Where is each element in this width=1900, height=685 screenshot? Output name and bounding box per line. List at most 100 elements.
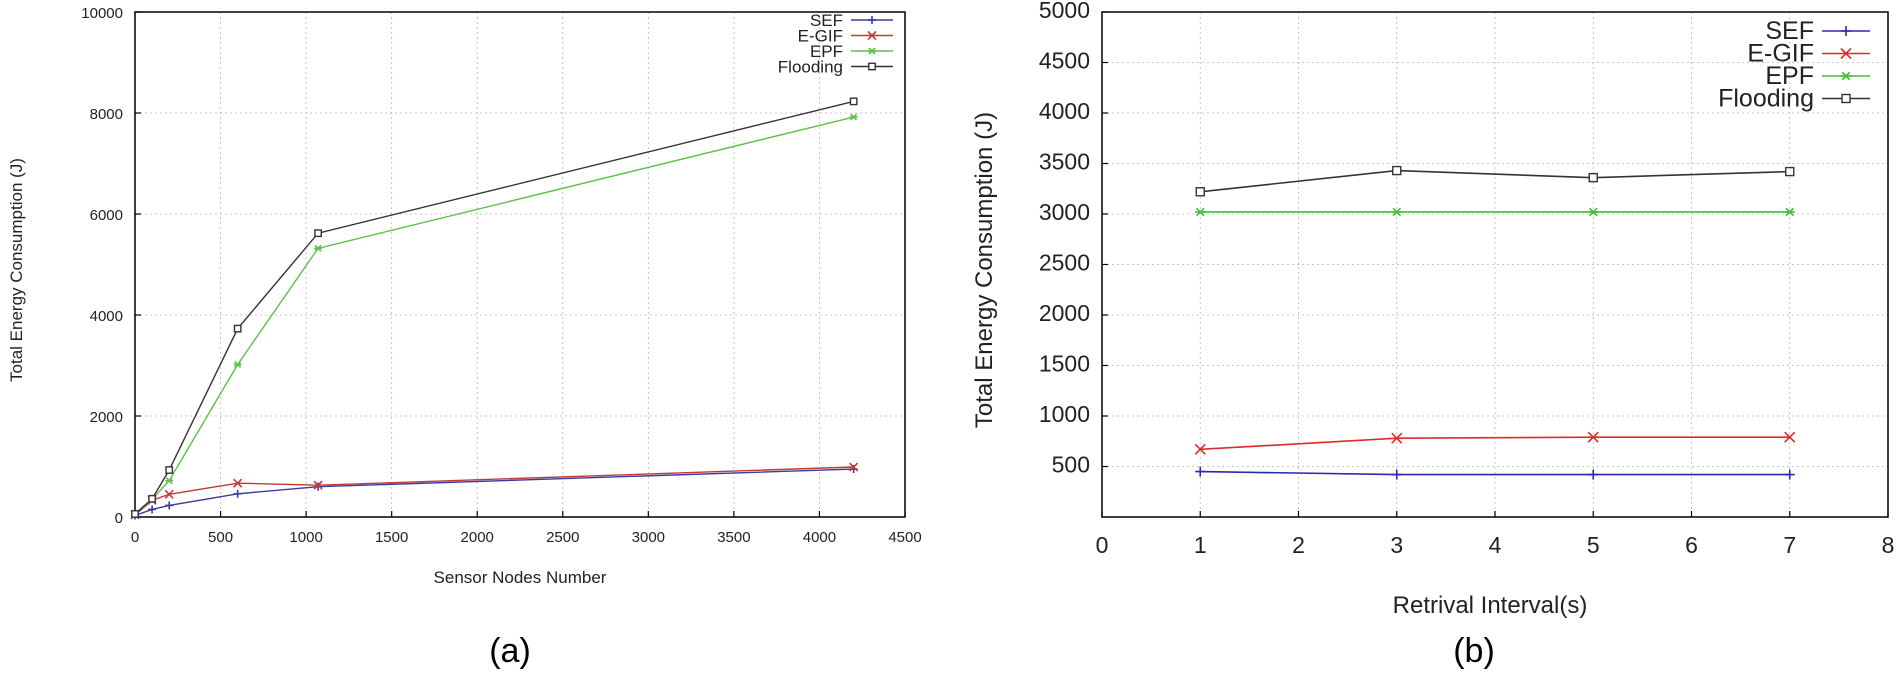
data-point-epf — [314, 244, 323, 252]
data-point-flooding — [849, 97, 858, 106]
data-point-sef — [1391, 469, 1402, 480]
data-point-flooding — [233, 324, 242, 333]
legend-item-flooding: Flooding — [1718, 85, 1870, 113]
series-line-sef — [134, 468, 854, 517]
data-point-epf — [1588, 207, 1599, 217]
y-tick-label: 6000 — [90, 207, 123, 224]
chart-a: 0 500 1000 1500 2000 2500 3000 3500 4000 4500 0 200… — [7, 5, 922, 670]
data-point-epf — [1195, 207, 1206, 217]
y-tick-label: 8000 — [90, 106, 123, 123]
data-point-epf — [849, 113, 858, 121]
x-tick-label: 1000 — [289, 529, 322, 546]
legend-item-sef: SEF — [810, 11, 893, 30]
data-point-epf — [233, 360, 242, 369]
legend-label: Flooding — [1718, 85, 1814, 113]
y-tick-label: 2000 — [1039, 300, 1090, 326]
legend-label: SEF — [1765, 17, 1814, 45]
data-point-flooding — [165, 466, 174, 474]
legend-marker — [868, 16, 876, 24]
data-point-e-gif — [1391, 432, 1403, 444]
data-point-sef — [1588, 469, 1599, 480]
x-tick-label: 2000 — [461, 529, 494, 546]
data-point-flooding — [148, 494, 157, 503]
x-tick-label: 2 — [1292, 532, 1305, 558]
x-tick-label: 1500 — [375, 529, 408, 546]
legend-marker — [1841, 93, 1851, 104]
data-point-sef — [148, 505, 157, 514]
x-tick-label: 8 — [1882, 532, 1895, 558]
data-point-sef — [165, 501, 174, 510]
plot-area-a — [134, 11, 906, 518]
data-point-epf — [165, 477, 174, 485]
y-axis-label-a: Total Energy Consumption (J) — [7, 158, 26, 382]
y-tick-label: 0 — [115, 510, 123, 527]
y-tick-label: 3500 — [1039, 149, 1090, 175]
series-line-e-gif — [1200, 436, 1790, 451]
data-point-sef — [233, 489, 242, 498]
data-point-flooding — [1588, 172, 1598, 183]
caption-b: (b) — [1453, 632, 1495, 670]
x-axis-label-b: Retrival Interval(s) — [1393, 592, 1588, 619]
series-a — [130, 97, 859, 520]
legend-item-sef: SEF — [1765, 17, 1870, 45]
data-point-epf — [1784, 207, 1795, 217]
x-tick-label: 3500 — [717, 529, 750, 546]
data-point-sef — [1784, 469, 1795, 480]
data-point-e-gif — [1587, 431, 1599, 443]
y-tick-label: 2000 — [90, 409, 123, 426]
data-point-flooding — [1392, 165, 1402, 176]
legend-label: EPF — [810, 42, 843, 61]
legend-label: E-GIF — [798, 27, 843, 46]
series-line-e-gif — [134, 466, 854, 516]
data-point-e-gif — [1784, 431, 1796, 443]
legend-marker — [867, 30, 877, 41]
x-tick-label: 1 — [1194, 532, 1207, 558]
data-point-flooding — [314, 229, 322, 238]
y-tick-label: 4000 — [1039, 98, 1090, 124]
x-tick-label: 4 — [1489, 532, 1502, 558]
data-point-e-gif — [1194, 443, 1206, 455]
legend-item-e-gif: E-GIF — [1747, 40, 1870, 68]
legend-marker — [868, 62, 876, 71]
x-tick-label: 5 — [1587, 532, 1600, 558]
chart-b: 0 1 2 3 4 5 6 7 8 500 1000 1500 2000 2500 3000 3500 4000… — [971, 0, 1894, 670]
caption-a: (a) — [489, 632, 531, 670]
x-axis-label-a: Sensor Nodes Number — [434, 568, 607, 587]
x-tick-label: 4000 — [803, 529, 836, 546]
data-point-e-gif — [849, 462, 859, 472]
legend-marker — [868, 47, 876, 55]
series-line-epf — [134, 116, 854, 515]
data-point-flooding — [1785, 166, 1795, 177]
y-tick-label: 1000 — [1039, 401, 1090, 427]
data-point-e-gif — [164, 489, 174, 499]
legend-label: EPF — [1765, 62, 1814, 90]
legend-marker — [1841, 26, 1851, 36]
x-tick-label: 7 — [1783, 532, 1796, 558]
data-point-e-gif — [313, 480, 323, 490]
data-point-epf — [1391, 207, 1402, 217]
legend-label: SEF — [810, 11, 843, 30]
y-tick-label: 4000 — [90, 308, 123, 325]
series-b — [1194, 165, 1796, 480]
series-line-sef — [1200, 470, 1790, 476]
x-tick-label: 3 — [1390, 532, 1403, 558]
x-tick-label: 0 — [1096, 532, 1109, 558]
x-tick-label: 0 — [131, 529, 139, 546]
x-tick-label: 2500 — [546, 529, 579, 546]
y-tick-label: 500 — [1052, 452, 1090, 478]
y-tick-label: 10000 — [81, 5, 123, 22]
data-point-sef — [1195, 466, 1206, 477]
x-tick-label: 4500 — [888, 529, 921, 546]
data-point-flooding — [1195, 187, 1205, 197]
legend-item-flooding: Flooding — [778, 58, 893, 77]
grid-a — [134, 11, 906, 518]
data-point-flooding — [131, 510, 139, 518]
x-tick-label: 500 — [208, 529, 233, 546]
y-tick-label: 2500 — [1039, 250, 1090, 276]
y-tick-label: 4500 — [1039, 48, 1090, 74]
series-line-flooding — [134, 100, 854, 515]
x-tick-label: 3000 — [632, 529, 665, 546]
ticks-b: 0 1 2 3 4 5 6 7 8 500 1000 1500 2000 2500 3000 3500 4000… — [1039, 0, 1895, 558]
